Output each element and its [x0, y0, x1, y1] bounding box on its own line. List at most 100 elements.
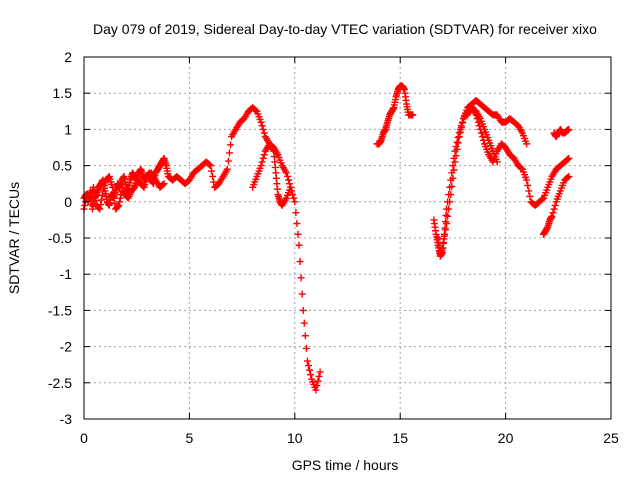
data-point — [438, 245, 446, 253]
data-point — [565, 172, 573, 180]
data-point — [160, 180, 168, 188]
data-point-interp — [300, 319, 308, 327]
data-point-interp — [450, 166, 458, 174]
data-point-interp — [442, 211, 450, 219]
data-point — [89, 183, 97, 191]
data-point-interp — [159, 181, 167, 189]
data-point-interp — [81, 201, 89, 209]
chart-title: Day 079 of 2019, Sidereal Day-to-day VTE… — [93, 21, 597, 37]
y-tick-label: -2.5 — [48, 375, 72, 391]
data-point-interp — [442, 226, 450, 234]
data-point-interp — [457, 124, 465, 132]
x-tick-label: 0 — [80, 430, 88, 446]
data-point — [443, 220, 451, 228]
data-point — [316, 368, 324, 376]
data-point — [409, 111, 417, 119]
axis-ticks: 0 5 10 15 20 25 -3 -2.5 -2 -1.5 -1 -0.5 0 0.5 1 1.5 2 — [48, 49, 619, 446]
data-point-interp — [90, 188, 98, 196]
data-point-interp — [440, 232, 448, 240]
data-point-interp — [305, 362, 313, 370]
y-tick-label: -1.5 — [48, 302, 72, 318]
data-point-interp — [564, 155, 572, 163]
data-point-interp — [252, 106, 260, 114]
data-point-interp — [313, 382, 321, 390]
data-point-interp — [524, 182, 532, 190]
data-point-interp — [446, 198, 454, 206]
data-point-interp — [225, 149, 233, 157]
x-tick-label: 10 — [287, 430, 303, 446]
data-point-interp — [292, 209, 300, 217]
data-point — [299, 306, 307, 314]
data-point-interp — [449, 162, 457, 170]
y-tick-label: -1 — [60, 266, 73, 282]
data-point-interp — [209, 172, 217, 180]
data-point-interp — [286, 180, 294, 188]
data-point-interp — [453, 145, 461, 153]
data-point-interp — [439, 239, 447, 247]
data-point-interp — [114, 202, 122, 210]
data-point-interp — [116, 198, 124, 206]
data-point-interp — [208, 167, 216, 175]
data-point-interp — [205, 161, 213, 169]
data-point — [451, 158, 459, 166]
data-point-interp — [452, 152, 460, 160]
plot-frame — [83, 56, 612, 420]
data-point-interp — [449, 174, 457, 182]
y-tick-label: 1.5 — [53, 85, 73, 101]
data-point-interp — [302, 344, 310, 352]
data-point — [493, 158, 501, 166]
data-point-interp — [458, 119, 466, 127]
data-point-interp — [526, 192, 534, 200]
data-point — [291, 198, 299, 206]
data-point — [447, 191, 455, 199]
data-point-interp — [517, 164, 525, 172]
data-point-interp — [227, 141, 235, 149]
data-point-interp — [445, 205, 453, 213]
x-axis-label: GPS time / hours — [292, 457, 399, 473]
data-point-interp — [306, 366, 314, 374]
data-point-interp — [296, 258, 304, 266]
data-point-interp — [525, 187, 533, 195]
data-point-interp — [538, 195, 546, 203]
x-tick-label: 20 — [498, 430, 514, 446]
data-point — [96, 205, 104, 213]
data-point — [523, 140, 531, 148]
data-point — [565, 125, 573, 133]
data-point — [312, 386, 320, 394]
data-point-interp — [92, 197, 100, 205]
x-tick-label: 5 — [186, 430, 194, 446]
data-point-interp — [307, 371, 315, 379]
data-point-interp — [110, 194, 118, 202]
data-point — [565, 154, 573, 162]
data-point-interp — [95, 204, 103, 212]
y-tick-label: 0 — [64, 194, 72, 210]
data-point-interp — [315, 372, 323, 380]
x-tick-label: 15 — [392, 430, 408, 446]
data-point — [287, 183, 295, 191]
data-point-interp — [116, 194, 124, 202]
data-point-interp — [551, 201, 559, 209]
x-tick-label: 25 — [603, 430, 619, 446]
data-point-interp — [564, 173, 572, 181]
data-point-interp — [259, 154, 267, 162]
y-tick-label: 0.5 — [53, 158, 73, 174]
data-point-interp — [474, 118, 482, 126]
data-point-interp — [210, 178, 218, 186]
data-point — [548, 212, 556, 220]
data-point-interp — [224, 157, 232, 165]
data-point-interp — [478, 133, 486, 141]
data-point-interp — [258, 158, 266, 166]
data-point-interp — [259, 125, 267, 133]
data-point — [295, 241, 303, 249]
data-point-interp — [550, 205, 558, 213]
y-axis-label: SDTVAR / TECUs — [6, 182, 22, 294]
data-point — [282, 169, 290, 177]
grid-lines — [84, 57, 611, 419]
data-point-interp — [454, 139, 462, 147]
data-point-interp — [298, 290, 306, 298]
data-point-interp — [549, 209, 557, 217]
data-point-interp — [294, 230, 302, 238]
data-point — [257, 118, 265, 126]
data-point — [206, 162, 214, 170]
data-point-interp — [444, 212, 452, 220]
